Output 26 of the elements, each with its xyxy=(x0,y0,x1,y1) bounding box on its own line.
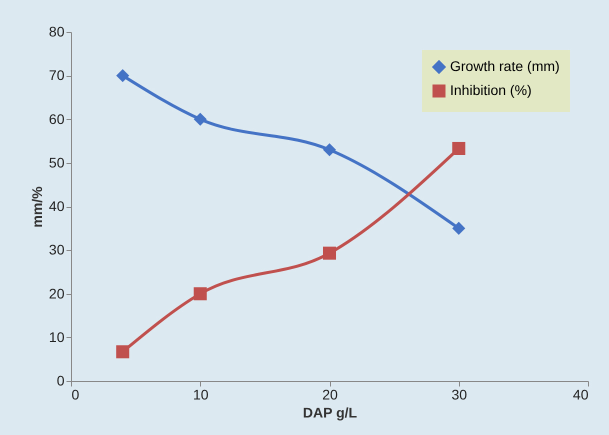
y-tick-label: 20 xyxy=(48,285,65,302)
y-tick-label: 50 xyxy=(48,154,65,170)
x-tick-label: 40 xyxy=(572,386,589,402)
x-tick-label: 0 xyxy=(72,386,80,402)
point xyxy=(322,143,336,156)
y-tick-label: 0 xyxy=(56,372,65,388)
y-tick-label: 40 xyxy=(48,198,65,214)
point xyxy=(322,246,336,260)
point xyxy=(194,112,207,126)
y-tick-label: 60 xyxy=(48,110,65,127)
legend-label: Growth rate (mm) xyxy=(450,58,560,74)
y-tick-label: 30 xyxy=(48,242,65,258)
point xyxy=(194,287,207,300)
point xyxy=(116,345,130,358)
x-axis-title: DAP g/L xyxy=(302,404,358,420)
y-tick-label: 70 xyxy=(48,67,65,84)
point xyxy=(452,142,466,155)
legend-label: Inhibition (%) xyxy=(450,82,532,98)
x-tick-label: 10 xyxy=(192,386,209,402)
point xyxy=(452,222,466,235)
y-tick-label: 80 xyxy=(48,24,65,40)
y-axis-title: mm/% xyxy=(28,186,45,228)
point xyxy=(116,69,130,82)
y-tick-label: 10 xyxy=(48,328,65,345)
x-tick-label: 30 xyxy=(451,386,468,402)
x-tick-label: 20 xyxy=(322,386,338,402)
